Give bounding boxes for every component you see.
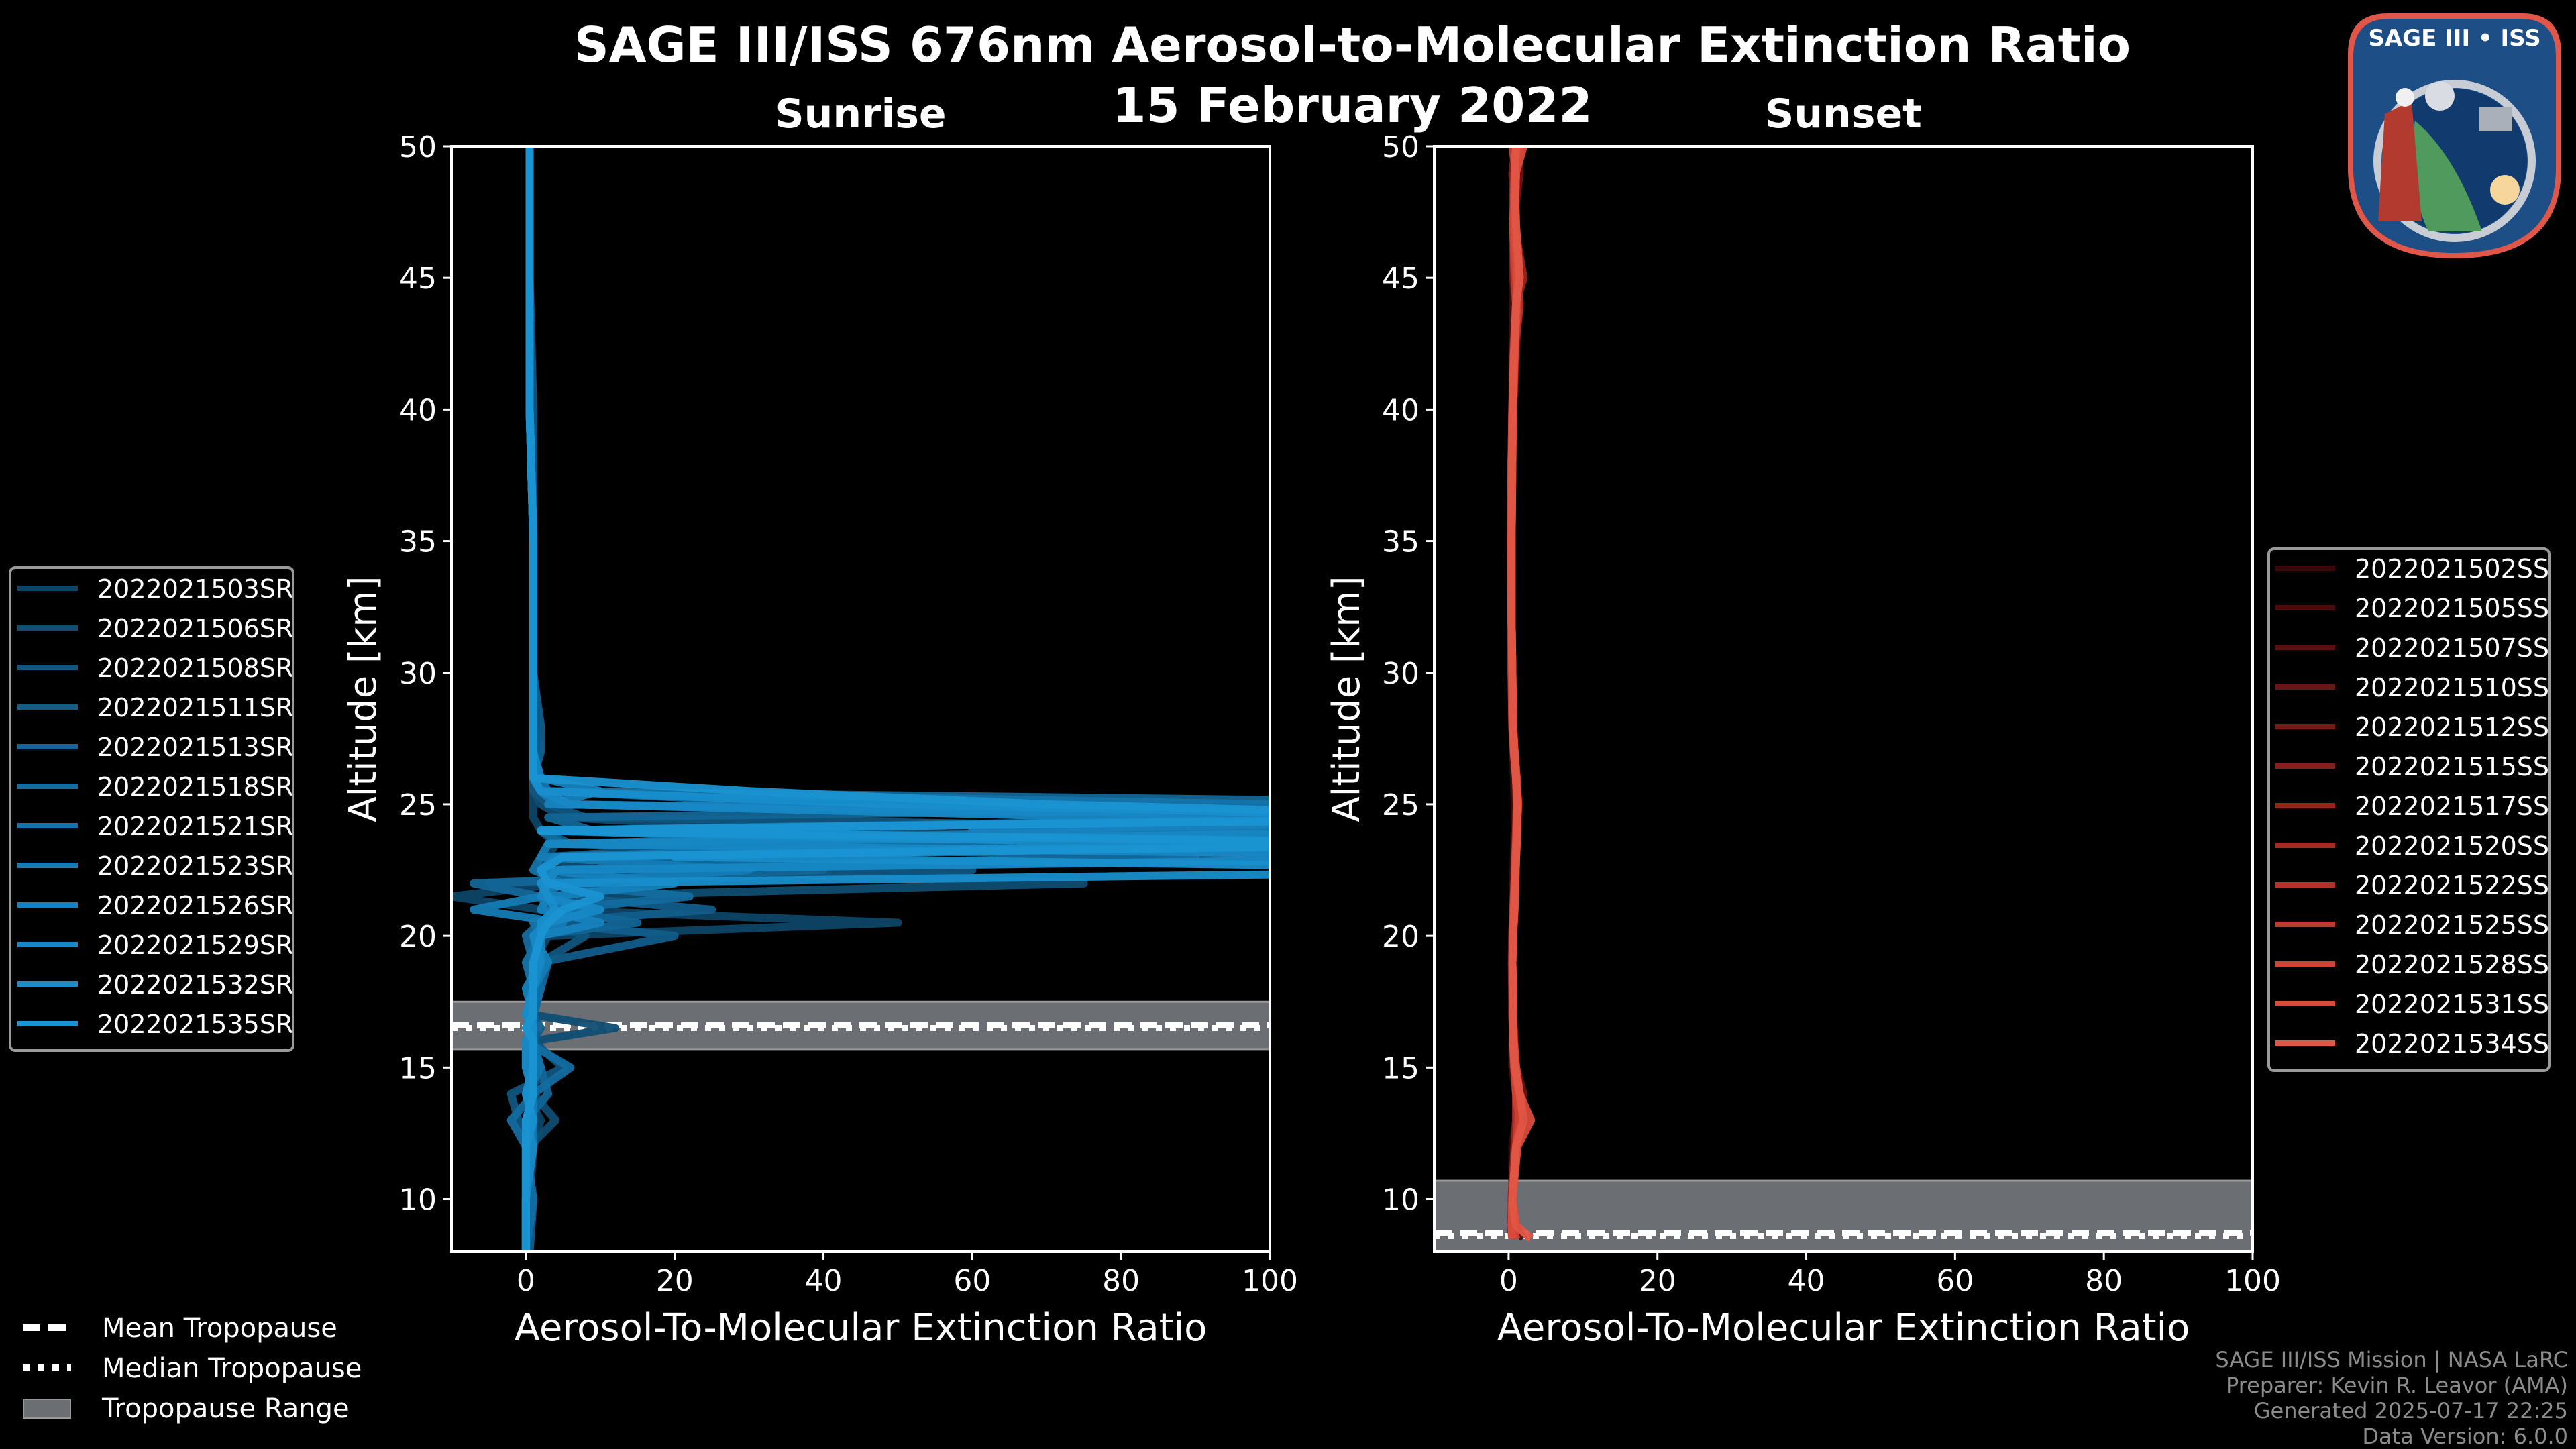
sunrise-x-axis-label: Aerosol-To-Molecular Extinction Ratio: [515, 1306, 1208, 1350]
y-tick-label: 35: [1382, 525, 1419, 559]
y-tick-label: 30: [399, 657, 437, 691]
y-tick-label: 20: [1382, 920, 1419, 954]
legend-label: 2022021523SR: [97, 851, 293, 881]
y-tick-label: 35: [399, 525, 437, 559]
credit-generated: Generated 2025-07-17 22:25: [2254, 1398, 2568, 1424]
y-tick-label: 20: [399, 920, 437, 954]
legend-label: 2022021529SR: [97, 930, 293, 960]
legend-label: 2022021512SS: [2355, 712, 2549, 742]
credits: SAGE III/ISS Mission | NASA LaRC Prepare…: [2215, 1347, 2568, 1449]
sunrise-legend: 2022021503SR 2022021506SR 2022021508SR 2022…: [9, 566, 294, 1052]
x-tick-label: 80: [2085, 1264, 2123, 1298]
y-tick-label: 50: [399, 130, 437, 164]
mean-tropopause-label: Mean Tropopause: [102, 1313, 337, 1344]
legend-label: 2022021503SR: [97, 574, 293, 604]
legend-label: 2022021511SR: [97, 693, 293, 722]
sage-iii-iss-logo: SAGE III • ISS: [2348, 13, 2561, 258]
sunrise-y-axis-label: Altitude [km]: [341, 576, 385, 822]
sunrise-plot: 0 20 40 60 80 100 10 15 20 25 30 35 40 45 50: [399, 130, 1298, 1298]
sunset-tropopause-range: [1433, 1179, 2254, 1253]
y-tick-label: 30: [1382, 657, 1419, 691]
legend-label: 2022021517SS: [2355, 792, 2549, 821]
series-line-2022021534SS: [1507, 146, 1534, 1242]
legend-label: 2022021535SR: [97, 1010, 293, 1039]
legend-label: 2022021515SS: [2355, 752, 2549, 782]
logo-title: SAGE III • ISS: [2368, 25, 2540, 52]
y-tick-label: 10: [1382, 1183, 1419, 1218]
y-tick-label: 40: [1382, 393, 1419, 427]
x-tick-label: 0: [517, 1264, 535, 1298]
legend-label: 2022021507SS: [2355, 633, 2549, 663]
legend-label: 2022021534SS: [2355, 1029, 2549, 1059]
legend-label: 2022021525SS: [2355, 910, 2549, 940]
y-tick-label: 45: [399, 262, 437, 296]
x-tick-label: 20: [1639, 1264, 1676, 1298]
y-tick-label: 15: [399, 1051, 437, 1085]
y-tick-label: 40: [399, 393, 437, 427]
tropopause-range-swatch: [23, 1399, 71, 1419]
legend-label: 2022021520SS: [2355, 831, 2549, 861]
legend-label: 2022021531SS: [2355, 989, 2549, 1019]
sunset-panel-title: Sunset: [1765, 91, 1922, 138]
sunrise-panel-title: Sunrise: [775, 91, 946, 138]
x-tick-label: 40: [1788, 1264, 1825, 1298]
y-tick-label: 10: [399, 1183, 437, 1218]
legend-label: 2022021518SR: [97, 772, 293, 802]
legend-label: 2022021510SS: [2355, 673, 2549, 702]
figure-title: SAGE III/ISS 676nm Aerosol-to-Molecular …: [574, 17, 2131, 73]
tropopause-range-label: Tropopause Range: [101, 1393, 350, 1424]
legend-label: 2022021532SR: [97, 970, 293, 1000]
sunset-x-axis-label: Aerosol-To-Molecular Extinction Ratio: [1497, 1306, 2190, 1350]
sunset-legend: 2022021502SS 2022021505SS 2022021507SS 2022…: [2267, 547, 2551, 1072]
legend-label: 2022021526SR: [97, 891, 293, 920]
sunset-axes-frame: [1433, 145, 2254, 1253]
x-tick-label: 80: [1102, 1264, 1140, 1298]
credit-preparer: Preparer: Kevin R. Leavor (AMA): [2226, 1373, 2568, 1398]
x-tick-label: 100: [1242, 1264, 1298, 1298]
credit-version: Data Version: 6.0.0: [2362, 1424, 2568, 1449]
y-tick-label: 25: [1382, 788, 1419, 822]
x-tick-label: 60: [1936, 1264, 1974, 1298]
y-tick-label: 25: [399, 788, 437, 822]
legend-label: 2022021505SS: [2355, 594, 2549, 623]
x-tick-label: 0: [1499, 1264, 1518, 1298]
x-tick-label: 100: [2224, 1264, 2281, 1298]
credit-mission: SAGE III/ISS Mission | NASA LaRC: [2215, 1347, 2568, 1373]
series-line-2022021535SR: [521, 146, 1270, 1252]
x-tick-label: 40: [805, 1264, 843, 1298]
legend-label: 2022021522SS: [2355, 871, 2549, 900]
x-tick-label: 60: [953, 1264, 991, 1298]
y-tick-label: 15: [1382, 1051, 1419, 1085]
sunrise-axes-frame: [450, 145, 1271, 1253]
x-tick-label: 20: [656, 1264, 694, 1298]
legend-label: 2022021528SS: [2355, 950, 2549, 979]
y-tick-label: 50: [1382, 130, 1419, 164]
y-tick-label: 45: [1382, 262, 1419, 296]
sunset-y-axis-label: Altitude [km]: [1325, 576, 1368, 822]
figure-date: 15 February 2022: [1112, 77, 1592, 133]
sunset-plot: 0 20 40 60 80 100 10 15 20 25 30 35 40 45 50: [1382, 130, 2281, 1298]
tropopause-legend: Mean Tropopause Median Tropopause Tropop…: [23, 1313, 362, 1424]
legend-label: 2022021508SR: [97, 653, 293, 683]
legend-label: 2022021502SS: [2355, 554, 2549, 584]
legend-label: 2022021513SR: [97, 733, 293, 762]
median-tropopause-label: Median Tropopause: [102, 1353, 362, 1384]
legend-label: 2022021521SR: [97, 812, 293, 841]
legend-label: 2022021506SR: [97, 614, 293, 643]
